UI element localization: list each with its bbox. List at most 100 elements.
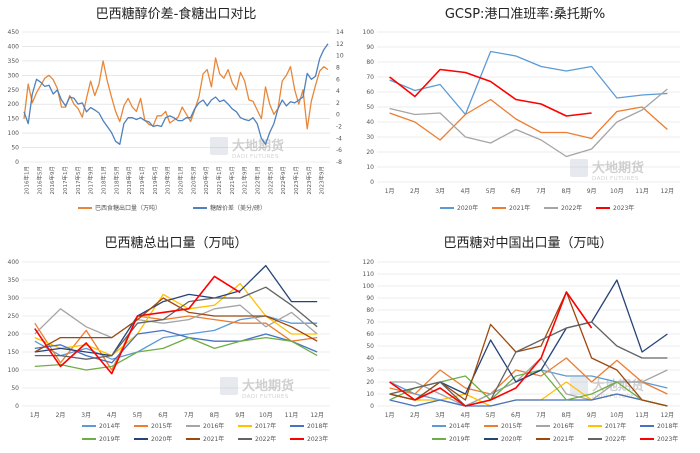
x-tick-label: 2019年1月 xyxy=(138,166,146,195)
watermark-text-en: DADI FUTURES xyxy=(242,394,289,400)
y-tick-label: 100 xyxy=(363,283,375,290)
chart-panel-3: 巴西糖总出口量（万吨） 0 50 100 150 200 250 300 350 400 1月 2月 3… xyxy=(8,235,330,443)
y-tick-label: 50 xyxy=(366,343,374,350)
y2-tick-label: 8 xyxy=(336,64,340,71)
x-tick-label: 4月 xyxy=(460,188,470,195)
y-tick-label: 400 xyxy=(8,43,20,50)
legend-label: 2020年 xyxy=(501,435,522,443)
y-tick-label: 150 xyxy=(8,349,20,356)
watermark-text: 大地期货 xyxy=(592,160,644,176)
series-line-3 xyxy=(389,357,668,407)
series-line-6 xyxy=(34,336,318,371)
legend-label: 2021年 xyxy=(203,435,224,443)
chart-title: 巴西糖醇价差-食糖出口对比 xyxy=(96,6,257,22)
x-tick-label: 5月 xyxy=(486,188,496,195)
legend-label: 2023年 xyxy=(307,435,328,443)
x-tick-label: 2019年5月 xyxy=(151,166,159,195)
watermark-text: 大地期货 xyxy=(592,378,644,394)
x-tick-label: 7月 xyxy=(536,188,546,195)
y-tick-label: 200 xyxy=(8,331,20,338)
y-tick-label: 70 xyxy=(366,74,374,81)
x-tick-label: 6月 xyxy=(158,412,168,419)
y-tick-label: 0 xyxy=(370,403,374,410)
legend-label: 2015年 xyxy=(501,422,522,430)
x-tick-label: 2020年5月 xyxy=(189,166,197,195)
y-tick-label: 70 xyxy=(366,319,374,326)
watermark-text-en: DADI FUTURES xyxy=(592,176,639,182)
series-line-5 xyxy=(34,329,318,364)
y-tick-label: 10 xyxy=(366,391,374,398)
series-line-5 xyxy=(389,393,668,407)
legend-label: 2022年 xyxy=(561,204,582,212)
legend-label: 2022年 xyxy=(605,435,626,443)
series-line-8 xyxy=(34,297,318,353)
y-tick-label: 0 xyxy=(15,159,19,166)
legend-label: 2023年 xyxy=(613,204,634,212)
x-tick-label: 2022年9月 xyxy=(279,166,287,195)
y-tick-label: 50 xyxy=(11,145,19,152)
x-tick-label: 2016年5月 xyxy=(35,166,43,195)
series-line-8 xyxy=(389,291,668,407)
legend-label: 糖醇价差（美分/磅） xyxy=(210,204,266,212)
x-tick-label: 2020年1月 xyxy=(176,166,184,195)
y-tick-label: 60 xyxy=(366,331,374,338)
y-tick-label: 60 xyxy=(366,89,374,96)
watermark-text-en: DADI FUTURES xyxy=(592,394,639,400)
x-tick-label: 2月 xyxy=(410,188,420,195)
series-line-10 xyxy=(389,291,593,407)
series-line-1 xyxy=(389,50,668,116)
x-tick-label: 2016年9月 xyxy=(48,166,56,195)
y-tick-label: 450 xyxy=(8,29,20,36)
watermark-logo-icon xyxy=(220,377,238,395)
legend-label: 2019年 xyxy=(449,435,470,443)
watermark-logo-icon xyxy=(570,159,588,177)
watermark-logo-icon xyxy=(570,377,588,395)
y-tick-label: 90 xyxy=(366,44,374,51)
x-tick-label: 10月 xyxy=(259,412,273,419)
y-tick-label: 100 xyxy=(363,29,375,36)
x-tick-label: 9月 xyxy=(587,412,597,419)
x-tick-label: 9月 xyxy=(587,188,597,195)
legend-label: 2022年 xyxy=(255,435,276,443)
y2-tick-label: -6 xyxy=(336,147,342,154)
y2-tick-label: -8 xyxy=(336,159,342,166)
legend-label: 2016年 xyxy=(203,422,224,430)
x-tick-label: 4月 xyxy=(460,412,470,419)
series-line-2 xyxy=(389,98,668,141)
y-tick-label: 200 xyxy=(8,101,20,108)
legend-label: 2014年 xyxy=(99,422,120,430)
x-tick-label: 3月 xyxy=(435,412,445,419)
x-tick-label: 2月 xyxy=(410,412,420,419)
x-tick-label: 1月 xyxy=(385,412,395,419)
x-tick-label: 4月 xyxy=(107,412,117,419)
x-tick-label: 11月 xyxy=(285,412,299,419)
y-tick-label: 50 xyxy=(366,104,374,111)
x-tick-label: 12月 xyxy=(661,188,675,195)
y-tick-label: 250 xyxy=(8,87,20,94)
x-tick-label: 11月 xyxy=(635,188,649,195)
legend-label: 2017年 xyxy=(605,422,626,430)
x-tick-label: 2017年1月 xyxy=(61,166,69,195)
y-tick-label: 40 xyxy=(366,119,374,126)
x-tick-label: 3月 xyxy=(81,412,91,419)
legend-label: 2017年 xyxy=(255,422,276,430)
y2-tick-label: -4 xyxy=(336,135,342,142)
x-tick-label: 12月 xyxy=(661,412,675,419)
watermark-text: 大地期货 xyxy=(242,378,294,394)
watermark-text-en: DADI FUTURES xyxy=(232,154,279,160)
y-tick-label: 350 xyxy=(8,58,20,65)
y-tick-label: 300 xyxy=(8,72,20,79)
x-tick-label: 8月 xyxy=(210,412,220,419)
series-line-2 xyxy=(34,315,318,371)
y-tick-label: 100 xyxy=(8,130,20,137)
y-tick-label: 20 xyxy=(366,379,374,386)
y2-tick-label: -2 xyxy=(336,124,342,131)
y-tick-label: 30 xyxy=(366,134,374,141)
series-line-4 xyxy=(389,68,592,117)
x-tick-label: 1月 xyxy=(385,188,395,195)
y-tick-label: 10 xyxy=(366,164,374,171)
x-tick-label: 2018年9月 xyxy=(125,166,133,195)
x-tick-label: 6月 xyxy=(511,188,521,195)
legend-label: 2021年 xyxy=(553,435,574,443)
